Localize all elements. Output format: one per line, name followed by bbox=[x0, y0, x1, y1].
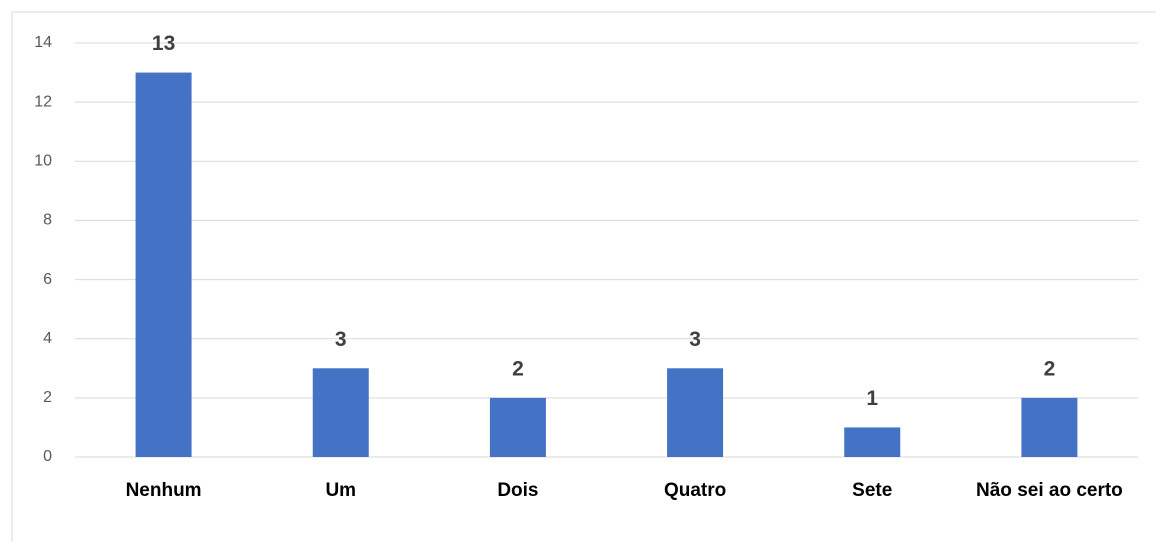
y-tick-label: 10 bbox=[34, 153, 52, 170]
x-tick-label: Nenhum bbox=[125, 480, 202, 501]
y-tick-label: 12 bbox=[34, 93, 52, 110]
chart-border bbox=[11, 11, 1156, 542]
data-label: 3 bbox=[335, 328, 347, 351]
y-tick-label: 6 bbox=[43, 271, 52, 288]
y-tick-label: 8 bbox=[43, 212, 52, 229]
y-tick-label: 0 bbox=[43, 448, 52, 465]
bar bbox=[135, 72, 192, 458]
data-label: 2 bbox=[1044, 357, 1056, 380]
x-tick-label: Não sei ao certo bbox=[976, 480, 1123, 501]
data-label: 13 bbox=[152, 32, 175, 55]
x-tick-label: Um bbox=[325, 480, 357, 501]
data-label: 3 bbox=[689, 328, 701, 351]
bar bbox=[312, 368, 369, 457]
y-tick-label: 2 bbox=[43, 389, 52, 406]
bar bbox=[1021, 397, 1078, 457]
x-tick-label: Quatro bbox=[663, 480, 727, 501]
x-tick-label: Sete bbox=[852, 480, 893, 501]
data-label: 2 bbox=[512, 357, 524, 380]
y-tick-label: 14 bbox=[34, 34, 52, 51]
bar bbox=[844, 427, 901, 457]
x-tick-label: Dois bbox=[497, 480, 539, 501]
bar bbox=[667, 368, 724, 457]
data-label: 1 bbox=[866, 387, 878, 410]
y-tick-label: 4 bbox=[43, 330, 52, 347]
bar bbox=[489, 397, 546, 457]
